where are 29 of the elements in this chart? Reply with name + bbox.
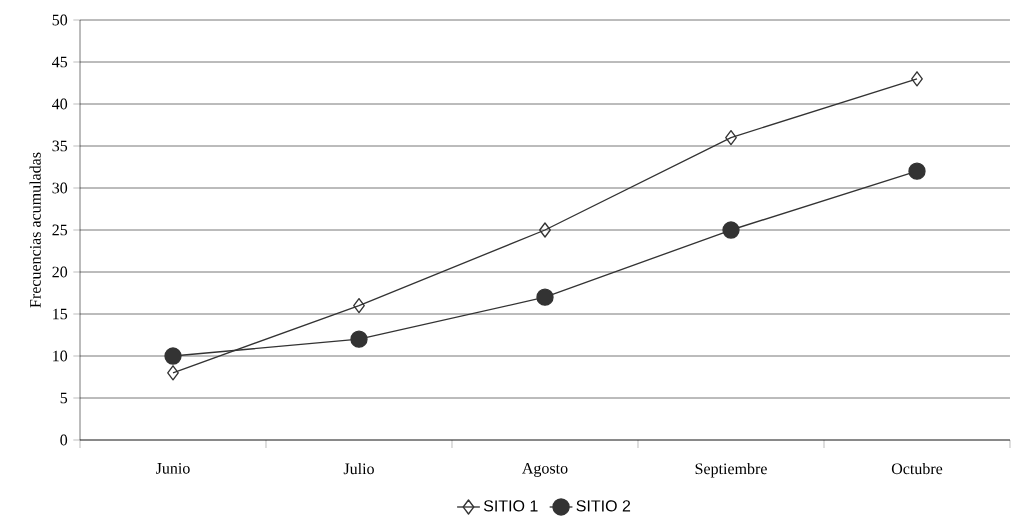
point bbox=[164, 347, 182, 365]
point bbox=[353, 297, 365, 314]
y-tick-label: 35 bbox=[52, 140, 68, 152]
y-tick-label: 5 bbox=[60, 392, 68, 404]
point bbox=[722, 221, 740, 239]
y-tick-label: 40 bbox=[52, 98, 68, 110]
point bbox=[167, 365, 179, 381]
point bbox=[908, 162, 926, 180]
y-tick-label: 20 bbox=[52, 266, 68, 278]
y-axis-title: Frecuencias acumuladas bbox=[29, 152, 41, 308]
y-tick-label: 30 bbox=[52, 182, 68, 194]
y-tick-label: 0 bbox=[60, 434, 68, 446]
point bbox=[539, 222, 551, 238]
point bbox=[536, 288, 554, 306]
legend-label: SITIO 2 bbox=[576, 500, 631, 512]
y-tick-label: 50 bbox=[52, 14, 68, 26]
y-tick-label: 15 bbox=[53, 308, 68, 320]
x-tick-label: Julio bbox=[343, 462, 374, 475]
x-tick-label: Septiembre bbox=[695, 462, 767, 478]
y-tick-label: 10 bbox=[53, 350, 68, 362]
x-tick-label: Agosto bbox=[522, 462, 568, 477]
point bbox=[350, 330, 368, 348]
x-tick-label: Octubre bbox=[891, 462, 943, 475]
y-tick-label: 45 bbox=[52, 56, 68, 68]
point bbox=[911, 71, 923, 87]
x-tick-label: Junio bbox=[156, 462, 190, 474]
y-tick-label: 25 bbox=[52, 224, 68, 236]
point bbox=[725, 129, 737, 146]
legend-label: SITIO 1 bbox=[483, 500, 538, 512]
